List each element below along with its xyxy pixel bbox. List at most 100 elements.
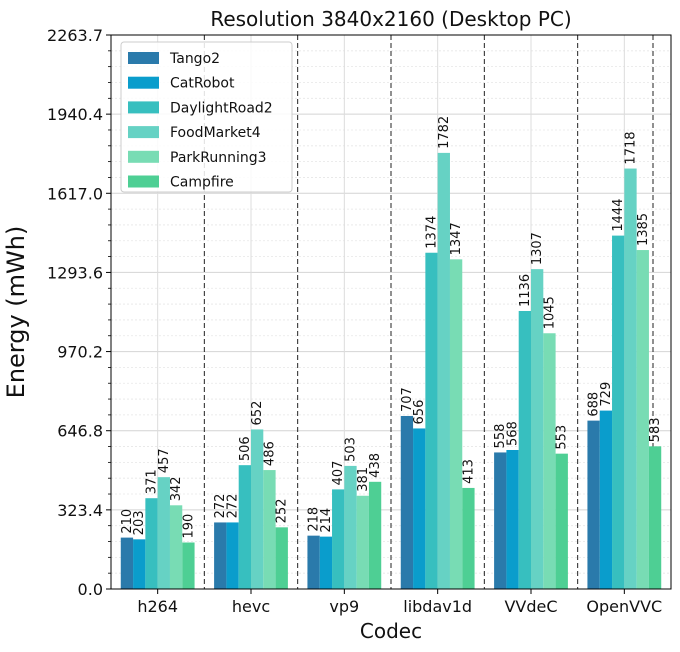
bar-value-label: 1136 <box>518 274 533 307</box>
chart-title: Resolution 3840x2160 (Desktop PC) <box>210 7 571 31</box>
bar-value-label: 506 <box>238 436 253 461</box>
bar-value-label: 729 <box>599 382 614 407</box>
bar-hevc-tango2 <box>214 522 227 589</box>
bar-h264-tango2 <box>120 537 134 589</box>
y-tick-label: 0.0 <box>78 580 103 599</box>
bar-hevc-campfire <box>275 527 288 589</box>
legend-entry-label: CatRobot <box>170 76 235 92</box>
x-axis-label: Codec <box>360 619 422 643</box>
bar-openvvc-tango2 <box>587 420 600 589</box>
bar-value-label: 272 <box>226 494 241 519</box>
bar-hevc-foodmarket4 <box>251 429 264 589</box>
bar-vvdec-catrobot <box>506 449 519 589</box>
bar-vp9-catrobot <box>319 536 333 589</box>
x-tick-label: vp9 <box>329 597 359 616</box>
bar-value-label: 1045 <box>542 296 557 329</box>
bar-value-label: 218 <box>307 507 322 532</box>
bar-value-label: 381 <box>356 467 371 492</box>
bar-vp9-parkrunning3 <box>356 495 369 589</box>
legend-entry-label: DaylightRoad2 <box>170 100 273 116</box>
bar-vvdec-foodmarket4 <box>531 269 544 589</box>
bar-value-label: 214 <box>319 508 334 533</box>
bar-value-label: 652 <box>250 401 265 426</box>
legend-swatch <box>128 76 159 89</box>
bar-value-label: 707 <box>400 387 415 412</box>
bar-value-label: 486 <box>262 441 277 466</box>
bar-openvvc-catrobot <box>599 410 613 589</box>
bar-vp9-daylightroad2 <box>332 489 345 589</box>
y-tick-label: 970.2 <box>57 343 103 362</box>
bar-value-label: 413 <box>461 459 476 484</box>
bar-value-label: 438 <box>368 453 383 478</box>
bar-value-label: 1385 <box>636 213 651 246</box>
legend-swatch <box>128 175 159 188</box>
bar-h264-campfire <box>182 542 195 589</box>
bar-h264-parkrunning3 <box>169 505 183 589</box>
bar-value-label: 568 <box>506 421 521 446</box>
bar-libdav1d-parkrunning3 <box>449 259 463 589</box>
bar-value-label: 203 <box>132 510 147 535</box>
bar-value-label: 503 <box>343 437 358 462</box>
legend-swatch <box>128 126 159 139</box>
legend-entry-label: Tango2 <box>169 51 220 67</box>
bar-hevc-catrobot <box>226 522 239 589</box>
bar-libdav1d-catrobot <box>413 428 426 589</box>
bar-openvvc-parkrunning3 <box>636 250 649 589</box>
bar-value-label: 1718 <box>623 131 638 164</box>
legend-swatch <box>128 52 159 64</box>
x-tick-label: hevc <box>232 597 270 616</box>
bar-value-label: 1374 <box>425 216 440 249</box>
bar-vvdec-daylightroad2 <box>518 310 531 589</box>
bar-value-label: 688 <box>587 392 602 417</box>
x-tick-label: OpenVVC <box>586 597 662 616</box>
bar-libdav1d-daylightroad2 <box>425 252 438 589</box>
legend-entry-label: Campfire <box>170 175 234 191</box>
y-tick-label: 2263.7 <box>47 26 103 45</box>
bar-value-label: 656 <box>412 400 427 425</box>
bar-value-label: 210 <box>120 509 135 534</box>
y-tick-label: 1293.6 <box>47 263 103 282</box>
bar-hevc-parkrunning3 <box>263 470 276 589</box>
bar-value-label: 272 <box>213 494 228 519</box>
bar-vvdec-tango2 <box>494 452 507 589</box>
y-tick-label: 1940.4 <box>47 105 103 124</box>
legend-entry-label: ParkRunning3 <box>170 150 267 166</box>
axes: 0.0 323.4 646.8 970.2 1293.6 1617.0 1940.4 2263… <box>47 26 662 616</box>
y-tick-label: 646.8 <box>57 422 103 441</box>
bar-vvdec-campfire <box>555 453 568 589</box>
legend-swatch <box>128 101 159 114</box>
bar-value-label: 190 <box>181 514 196 539</box>
bar-value-label: 371 <box>145 469 160 494</box>
bar-openvvc-campfire <box>648 446 662 589</box>
bar-value-label: 457 <box>157 448 172 473</box>
bar-openvvc-daylightroad2 <box>612 235 625 590</box>
bar-hevc-daylightroad2 <box>238 465 251 589</box>
x-tick-label: VVdeC <box>504 597 557 616</box>
legend: Tango2 CatRobot DaylightRoad2 FoodMarket4 Pa… <box>120 41 293 193</box>
bar-value-label: 252 <box>275 498 290 523</box>
bar-libdav1d-tango2 <box>400 415 414 589</box>
bar-value-label: 1347 <box>449 222 464 255</box>
bar-h264-catrobot <box>133 539 146 589</box>
bar-value-label: 1307 <box>530 232 545 265</box>
bar-value-label: 407 <box>331 461 346 486</box>
x-tick-label: h264 <box>137 597 178 616</box>
legend-box <box>120 41 293 193</box>
x-tick-label: libdav1d <box>403 597 472 616</box>
bar-value-label: 1444 <box>611 199 626 232</box>
bar-vp9-foodmarket4 <box>344 465 357 589</box>
bar-h264-daylightroad2 <box>145 498 158 589</box>
bar-value-label: 558 <box>493 424 508 449</box>
bar-h264-foodmarket4 <box>157 477 170 589</box>
bar-libdav1d-campfire <box>462 487 475 589</box>
y-axis-label: Energy (mWh) <box>2 226 30 399</box>
y-tick-label: 1617.0 <box>47 184 103 203</box>
legend-swatch <box>128 150 159 163</box>
bar-value-label: 342 <box>169 476 184 501</box>
y-tick-label: 323.4 <box>57 501 103 520</box>
bar-vp9-tango2 <box>307 535 320 589</box>
bar-openvvc-foodmarket4 <box>624 168 637 589</box>
bar-value-label: 583 <box>648 417 663 442</box>
